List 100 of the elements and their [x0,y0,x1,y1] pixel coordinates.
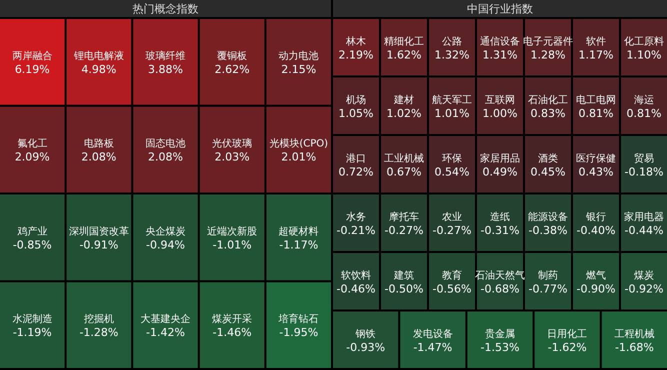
category-label: 家居用品 [480,152,520,164]
data-label: -0.68% [480,282,520,296]
category-label: 港口 [346,152,366,164]
data-label: -1.68% [614,340,654,354]
data-label: -0.27% [384,224,424,237]
category-label: 挖掘机 [84,313,114,326]
data-label: 1.10% [626,48,662,62]
category-label: 水泥制造 [12,313,52,326]
data-label: -1.17% [279,238,318,252]
category-label: 石油化工 [528,94,568,106]
category-label: 煤炭 [634,269,654,282]
data-label: -0.85% [12,238,52,252]
data-label: -1.28% [79,326,118,340]
category-label: 鸡产业 [16,225,48,238]
category-label: 水务 [346,210,366,223]
category-label: 能源设备 [528,210,568,223]
data-label: 1.05% [338,106,374,120]
data-label: -0.40% [576,224,616,237]
category-label: 光伏玻璃 [212,138,252,150]
category-label: 环保 [442,153,462,164]
data-label: -1.46% [212,326,252,340]
category-label: 贸易 [634,152,654,164]
data-label: 0.43% [578,165,614,178]
category-label: 建筑 [393,269,414,282]
data-label: 0.67% [386,165,422,178]
category-label: 农业 [442,210,462,223]
category-label: 动力电池 [278,50,319,62]
data-label: -0.50% [384,282,424,296]
data-label: -1.62% [548,340,587,354]
data-label: 0.54% [434,165,470,178]
data-label: 0.72% [338,165,374,178]
data-label: 1.01% [434,106,470,120]
category-label: 制药 [538,269,558,282]
category-label: 通信设备 [480,35,520,48]
category-label: 软件 [586,35,606,48]
category-label: 燃气 [586,269,606,282]
data-label: 2.62% [214,62,250,76]
data-label: 0.81% [578,106,614,120]
category-label: 超硬材料 [278,225,319,238]
data-label: -0.21% [336,224,376,237]
category-label: 化工原料 [624,35,664,48]
data-label: 2.15% [281,62,316,76]
data-label: 2.01% [281,150,316,164]
data-label: -0.91% [79,238,118,252]
data-label: 1.32% [434,48,470,62]
category-label: 造纸 [490,210,510,223]
category-label: 电子元器件 [523,35,573,48]
data-label: 1.02% [386,106,422,120]
data-label: 6.19% [14,62,50,76]
category-label: 发电设备 [412,328,453,340]
data-label: -0.27% [432,224,472,237]
category-label: 电工电网 [576,94,616,106]
category-label: 固态电池 [146,138,186,150]
category-label: 玻璃纤维 [146,50,186,62]
data-label: -0.56% [432,282,472,296]
category-label: 林木 [345,35,366,48]
data-label: 2.19% [338,48,374,62]
data-label: 0.81% [626,106,662,120]
category-label: 工程机械 [614,328,654,340]
data-label: -0.94% [146,238,185,252]
category-label: 摩托车 [389,210,419,223]
category-label: 精细化工 [384,35,424,48]
category-label: 航天军工 [432,94,472,106]
data-label: -0.44% [624,224,664,237]
data-label: -0.31% [480,224,520,237]
category-label: 深圳国资改革 [68,225,129,238]
data-label: 1.62% [386,48,422,62]
data-label: -0.90% [576,282,616,296]
category-label: 软饮料 [341,269,371,282]
data-label: 0.83% [530,106,566,120]
data-label: 0.49% [482,165,518,178]
category-label: 教育 [442,269,462,282]
category-label: 钢铁 [354,328,376,340]
category-label: 日用化工 [547,328,588,340]
category-label: 贵金属 [485,328,515,340]
category-label: 光模块(CPO) [269,138,328,150]
category-label: 银行 [585,212,606,223]
category-label: 石油天然气 [475,269,525,282]
data-label: -1.95% [279,326,318,340]
data-label: 0.45% [530,165,566,178]
data-label: 1.31% [482,48,518,62]
category-label: 家用电器 [624,210,664,223]
data-label: 2.09% [14,150,50,164]
category-label: 煤炭开采 [212,313,252,326]
category-label: 锂电电解液 [72,50,124,62]
data-label: 2.03% [214,150,250,164]
data-label: 1.00% [482,106,518,120]
category-label: 机场 [346,94,366,106]
data-label: -1.19% [12,326,52,340]
category-label: 酒类 [538,152,558,164]
category-label: 氟化工 [17,138,48,150]
data-label: 3.88% [148,62,183,76]
category-label: 大基建央企 [140,313,190,326]
text: 中国行业指数 [467,2,533,16]
category-label: 培育钻石 [278,313,319,326]
data-label: -0.93% [346,340,386,354]
category-label: 工业机械 [384,152,424,164]
data-label: 2.08% [148,150,183,164]
data-label: -0.38% [528,224,568,237]
data-label: -1.01% [212,238,252,252]
